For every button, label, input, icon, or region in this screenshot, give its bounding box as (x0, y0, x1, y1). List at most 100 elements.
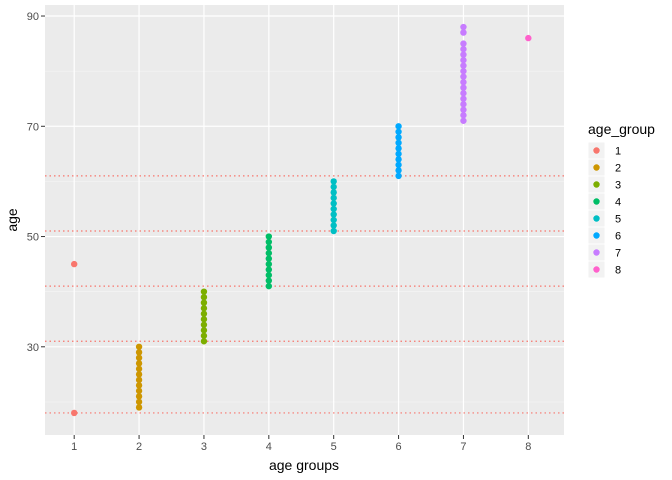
data-point-group-4 (265, 244, 273, 251)
x-tick-label: 1 (71, 441, 77, 453)
legend-key-point (593, 232, 600, 239)
legend-key-point (593, 147, 600, 154)
data-points (70, 23, 532, 417)
legend-key-point (593, 215, 600, 222)
x-tick-label: 8 (525, 441, 531, 453)
legend-title: age_group (588, 121, 655, 137)
data-point-group-4 (265, 260, 273, 268)
data-point-group-7 (460, 78, 467, 86)
x-axis-ticks: 1 2 3 4 5 6 7 8 (71, 435, 531, 453)
legend-label: 6 (615, 231, 621, 243)
data-point-group-3 (200, 293, 208, 301)
y-axis-title: age (4, 208, 20, 232)
data-point-group-6 (395, 156, 402, 163)
data-point-group-3 (200, 310, 208, 317)
data-point-group-6 (395, 150, 402, 158)
data-point-group-4 (265, 266, 273, 273)
data-point-group-4 (265, 282, 273, 290)
data-point-group-6 (395, 128, 402, 135)
data-point-group-2 (135, 354, 143, 362)
data-point-group-2 (135, 393, 143, 400)
data-point-group-3 (200, 338, 208, 345)
data-point-group-2 (135, 376, 143, 384)
data-point-group-5 (330, 178, 337, 185)
data-point-group-8 (525, 34, 532, 42)
data-point-group-5 (330, 189, 337, 196)
data-point-group-5 (330, 205, 337, 213)
data-point-group-3 (200, 316, 208, 323)
data-point-group-6 (395, 145, 402, 152)
x-axis-title: age groups (269, 457, 339, 473)
data-point-group-7 (460, 29, 467, 36)
x-tick-label: 7 (460, 441, 466, 453)
data-point-group-2 (135, 398, 143, 406)
y-tick-label: 50 (27, 232, 39, 244)
data-point-group-7 (460, 95, 467, 102)
data-point-group-2 (135, 360, 143, 367)
legend-key-point (593, 249, 600, 256)
data-point-group-4 (265, 249, 273, 257)
data-point-group-3 (200, 321, 208, 328)
data-point-group-2 (135, 349, 143, 356)
minor-gridlines (45, 70, 564, 403)
legend-label: 8 (615, 265, 621, 277)
data-point-group-4 (265, 271, 273, 279)
data-point-group-3 (200, 305, 208, 312)
data-point-group-5 (330, 200, 337, 207)
data-point-group-2 (135, 382, 143, 389)
data-point-group-4 (265, 233, 273, 240)
y-tick-label: 70 (27, 121, 39, 133)
data-point-group-5 (330, 211, 337, 218)
data-point-group-7 (460, 84, 467, 91)
x-tick-label: 2 (136, 441, 142, 453)
data-point-group-5 (330, 194, 337, 202)
data-point-group-7 (460, 101, 467, 108)
data-point-group-1 (70, 409, 78, 417)
data-point-group-6 (395, 134, 402, 141)
data-point-group-6 (395, 161, 402, 169)
data-point-group-5 (330, 227, 337, 235)
data-point-group-2 (135, 404, 143, 411)
x-tick-label: 3 (201, 441, 207, 453)
data-point-group-7 (460, 90, 467, 97)
data-point-group-3 (200, 327, 208, 334)
legend-key-point (593, 198, 600, 205)
data-point-group-6 (395, 123, 402, 130)
data-point-group-7 (460, 117, 467, 124)
data-point-group-7 (460, 67, 467, 75)
legend-label: 1 (615, 146, 621, 158)
data-point-group-5 (330, 222, 337, 229)
x-tick-label: 5 (331, 441, 337, 453)
y-tick-label: 30 (27, 342, 39, 354)
data-point-group-1 (70, 260, 78, 268)
legend-label: 7 (615, 248, 621, 260)
data-point-group-5 (330, 183, 337, 191)
legend-label: 5 (615, 214, 621, 226)
y-axis-ticks: 30 50 70 90 (27, 11, 45, 354)
data-point-group-7 (460, 56, 467, 64)
y-tick-label: 90 (27, 11, 39, 23)
data-point-group-2 (135, 387, 143, 395)
x-tick-label: 4 (266, 441, 272, 453)
x-tick-label: 6 (396, 441, 402, 453)
data-point-group-3 (200, 332, 208, 339)
legend-key-point (593, 164, 600, 171)
legend-key-point (593, 181, 600, 188)
legend-label: 3 (615, 180, 621, 192)
data-point-group-2 (135, 365, 143, 373)
data-point-group-7 (460, 51, 467, 58)
legend-label: 2 (615, 163, 621, 175)
data-point-group-5 (330, 216, 337, 224)
data-point-group-7 (460, 73, 467, 80)
data-point-group-7 (460, 112, 467, 119)
data-point-group-7 (460, 62, 467, 69)
legend-key-point (593, 266, 600, 273)
reference-lines (45, 175, 564, 414)
data-point-group-6 (395, 167, 402, 174)
data-point-group-7 (460, 23, 467, 31)
data-point-group-2 (135, 343, 143, 350)
data-point-group-6 (395, 139, 402, 147)
plot-panel (45, 5, 564, 435)
data-point-group-3 (200, 299, 208, 306)
